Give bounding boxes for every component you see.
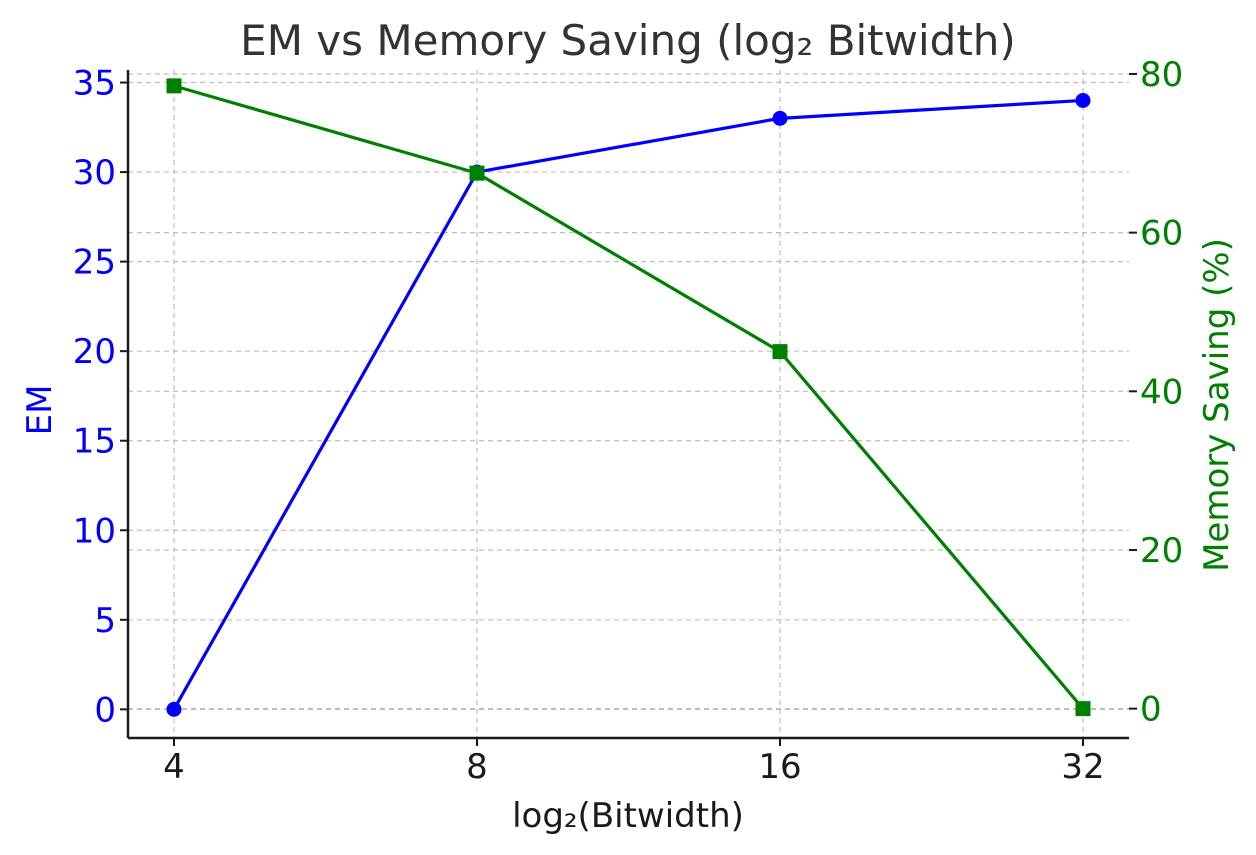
y-left-tick-label: 25 (73, 243, 116, 283)
y-axis-label-right: Memory Saving (%) (1197, 238, 1237, 572)
y-right-tick-label: 40 (1140, 372, 1183, 412)
data-point-left (772, 110, 788, 126)
y-left-tick-label: 20 (73, 332, 116, 372)
x-tick-label: 4 (163, 747, 185, 787)
data-point-right (1075, 701, 1091, 717)
y-left-tick-label: 0 (94, 690, 116, 730)
x-axis-label: log₂(Bitwidth) (512, 796, 744, 836)
y-axis-label-left: EM (20, 385, 60, 436)
data-point-right (772, 344, 788, 360)
y-right-tick-label: 20 (1140, 531, 1183, 571)
y-left-tick-label: 15 (73, 422, 116, 462)
axes (126, 70, 1129, 740)
x-tick-label: 32 (1061, 747, 1104, 787)
y-left-tick-label: 10 (73, 511, 116, 551)
series-line-right (173, 84, 1085, 710)
y-right-tick-label: 0 (1140, 690, 1162, 730)
y-left-tick-label: 30 (73, 153, 116, 193)
chart-title: EM vs Memory Saving (log₂ Bitwidth) (240, 16, 1016, 65)
y-right-tick-label: 60 (1140, 214, 1183, 254)
x-tick-label: 8 (466, 747, 488, 787)
data-point-left (1075, 92, 1091, 108)
y-left-tick-label: 35 (73, 64, 116, 104)
ticks: 4 8 16 32 0 5 10 15 20 25 30 35 0 20 40 60 80 (73, 55, 1184, 787)
y-left-tick-label: 5 (94, 601, 116, 641)
data-point-right (469, 165, 485, 181)
series (166, 78, 1091, 717)
series-line-left (172, 98, 1084, 711)
y-right-tick-label: 80 (1140, 55, 1183, 95)
grid (128, 70, 1129, 738)
data-point-left (166, 701, 182, 717)
data-point-right (166, 78, 182, 94)
x-tick-label: 16 (758, 747, 801, 787)
